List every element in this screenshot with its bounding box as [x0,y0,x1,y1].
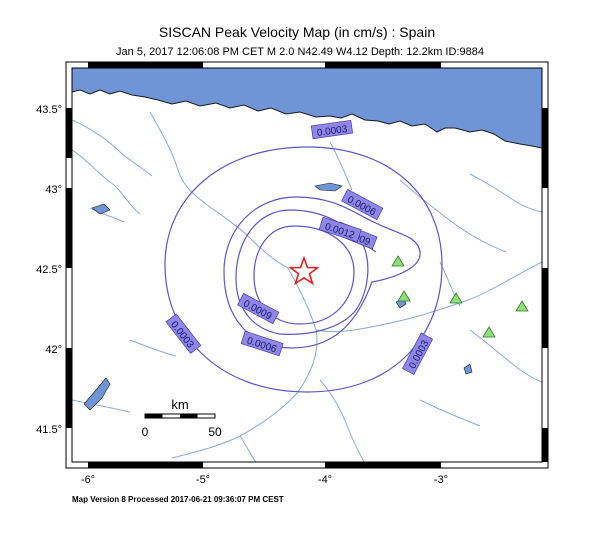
rivers [72,111,542,462]
scale-bar: km 0 50 [142,397,222,439]
lon-tick-label: -6° [81,474,95,486]
triangle-icon [391,255,405,267]
lat-tick-label: 42° [45,344,62,356]
map-frame-content: 0.0003 0.0006 0.0009 0.0012 0.0009 0.000… [72,68,542,462]
scale-end: 50 [208,425,222,439]
map-subtitle: Jan 5, 2017 12:06:08 PM CET M 2.0 N42.49… [116,46,484,58]
lon-tick-label: -4° [318,474,332,486]
scale-start: 0 [142,425,149,439]
contour-label-text: 0.0003 [316,124,348,139]
map-border [65,61,549,469]
map-footer: Map Version 8 Processed 2017-06-21 09:36… [72,495,284,504]
lat-tick-label: 41.5° [36,424,62,436]
scale-unit: km [171,397,188,412]
lat-tick-label: 43° [45,184,62,196]
ocean-area [72,68,542,149]
contour-label: 0.0003 [310,119,353,140]
lat-tick-label: 43.5° [36,104,62,116]
contour-0006-inner [223,196,421,349]
triangle-icon [449,292,463,304]
lat-tick-label: 42.5° [36,264,62,276]
longitude-ticks: -6° -5° -4° -3° [81,474,448,486]
map-title: SISCAN Peak Velocity Map (in cm/s) : Spa… [159,24,435,40]
lon-tick-label: -5° [196,474,210,486]
latitude-ticks: 43.5° 43° 42.5° 42° 41.5° [36,104,62,436]
triangle-icon [515,300,529,312]
contour-labels: 0.0003 0.0006 0.0009 0.0012 0.0009 0.000… [165,119,434,375]
star-icon [288,255,320,286]
lon-tick-label: -3° [434,474,448,486]
stations [391,255,529,338]
triangle-icon [482,326,496,338]
triangle-icon [397,290,411,302]
reservoirs [83,182,473,411]
contour-0012 [253,225,355,325]
contour-0003 [164,146,443,393]
